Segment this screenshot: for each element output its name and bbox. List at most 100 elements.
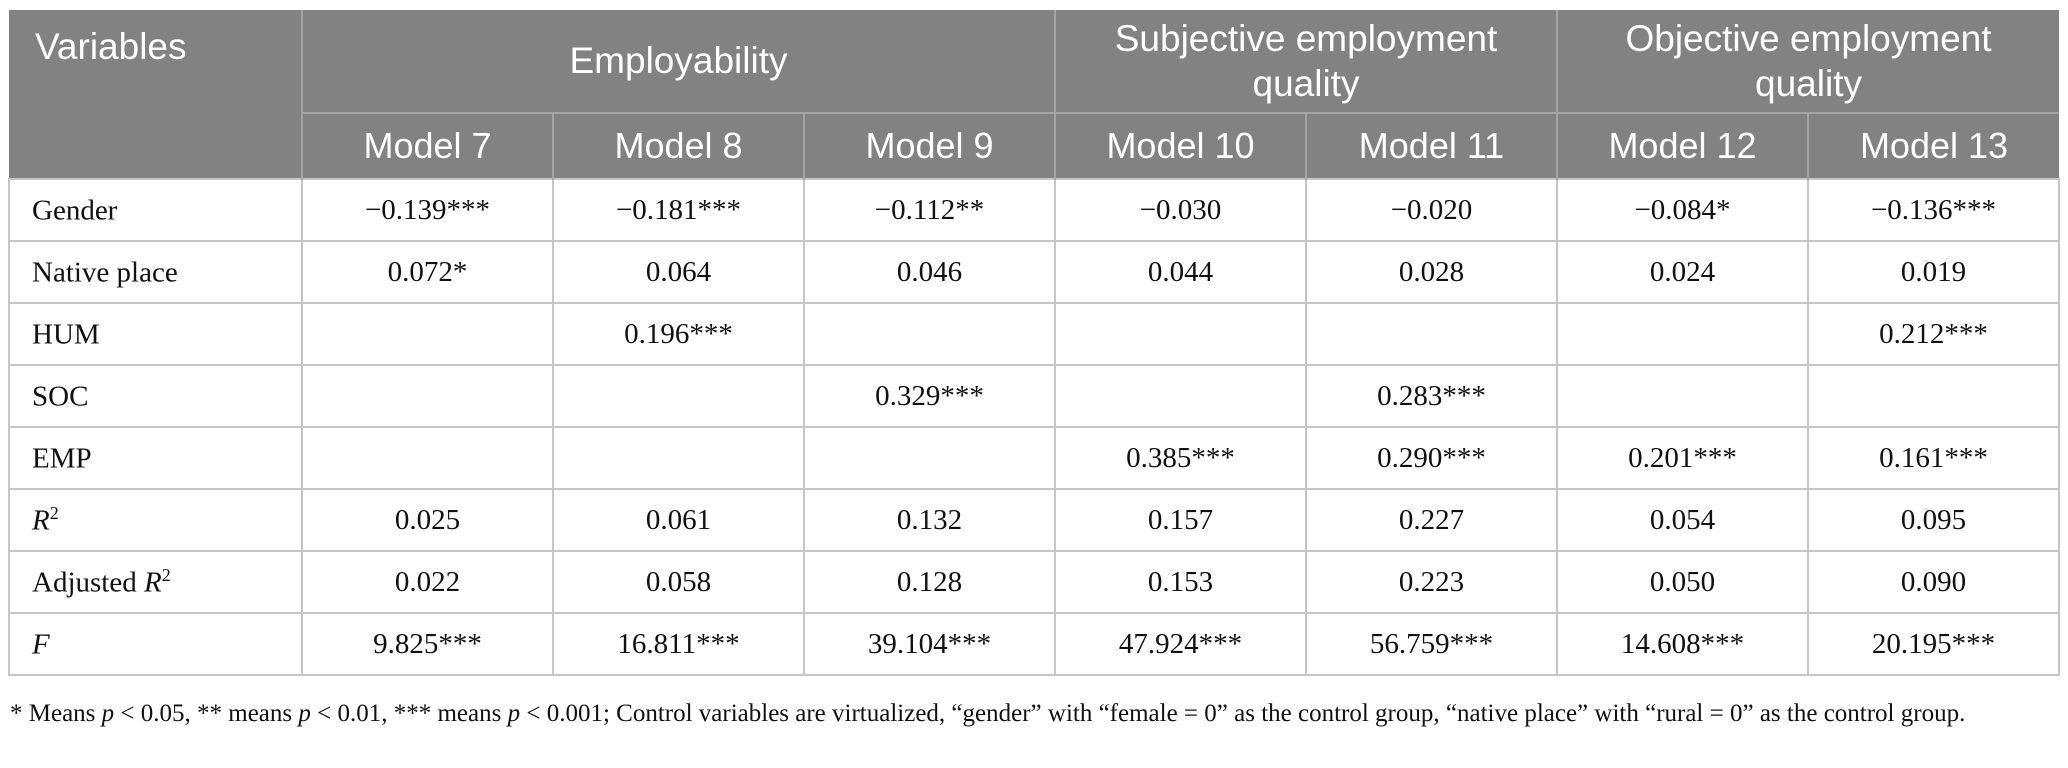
- row-label-sup: 2: [161, 564, 171, 585]
- model-header-9: Model 9: [804, 113, 1056, 179]
- cell-value: 0.064: [552, 240, 805, 304]
- cell-value: −0.136***: [1807, 178, 2060, 242]
- cell-value: −0.181***: [552, 178, 805, 242]
- cell-value: 20.195***: [1807, 612, 2060, 676]
- page: Variables Employability Subjective emplo…: [8, 10, 2060, 739]
- cell-value: 9.825***: [301, 612, 554, 676]
- model-header-12: Model 12: [1557, 113, 1809, 179]
- table-row-f-statistic: F 9.825*** 16.811*** 39.104*** 47.924***…: [8, 612, 2060, 676]
- cell-value: 0.054: [1556, 488, 1809, 552]
- row-label: SOC: [8, 364, 303, 428]
- model-header-8: Model 8: [553, 113, 805, 179]
- footnote-p-italic: p: [101, 700, 115, 727]
- cell-value: 47.924***: [1054, 612, 1307, 676]
- row-label: Native place: [8, 240, 303, 304]
- row-label: EMP: [8, 426, 303, 490]
- table-row-hum: HUM 0.196*** 0.212***: [8, 302, 2060, 366]
- cell-value: 0.072*: [301, 240, 554, 304]
- cell-value: 0.090: [1807, 550, 2060, 614]
- group-header-subjective-employment-quality: Subjective employment quality: [1055, 10, 1558, 114]
- cell-value: 0.050: [1556, 550, 1809, 614]
- footnote-text: * Means: [10, 700, 102, 727]
- cell-value: [552, 426, 805, 490]
- cell-value: [1054, 302, 1307, 366]
- cell-value: [1054, 364, 1307, 428]
- col-header-variables: Variables: [9, 10, 303, 179]
- table-header: Variables Employability Subjective emplo…: [9, 10, 2059, 179]
- cell-value: [301, 426, 554, 490]
- row-label-text: SOC: [32, 380, 89, 413]
- cell-value: 0.227: [1305, 488, 1558, 552]
- cell-value: 0.196***: [552, 302, 805, 366]
- row-label: F: [8, 612, 303, 676]
- row-label: Adjusted R2: [8, 550, 303, 614]
- row-label-text: HUM: [32, 318, 100, 351]
- table-row-emp: EMP 0.385*** 0.290*** 0.201*** 0.161***: [8, 426, 2060, 490]
- cell-value: 0.283***: [1305, 364, 1558, 428]
- cell-value: 0.022: [301, 550, 554, 614]
- cell-value: 0.046: [803, 240, 1056, 304]
- cell-value: [1556, 302, 1809, 366]
- results-table: Variables Employability Subjective emplo…: [8, 10, 2060, 676]
- row-label: Gender: [8, 178, 303, 242]
- row-label-text: Adjusted: [32, 566, 144, 599]
- group-header-employability: Employability: [302, 10, 1056, 114]
- cell-value: 0.157: [1054, 488, 1307, 552]
- cell-value: [1807, 364, 2060, 428]
- model-header-7: Model 7: [302, 113, 554, 179]
- cell-value: 0.058: [552, 550, 805, 614]
- row-label-text: Gender: [32, 194, 118, 227]
- cell-value: 0.044: [1054, 240, 1307, 304]
- model-header-10: Model 10: [1055, 113, 1307, 179]
- row-label-italic: R: [143, 566, 162, 599]
- row-label-italic: F: [32, 628, 50, 661]
- cell-value: 0.132: [803, 488, 1056, 552]
- cell-value: 0.385***: [1054, 426, 1307, 490]
- row-label: R2: [8, 488, 303, 552]
- row-label-text: EMP: [32, 442, 92, 475]
- row-label-sup: 2: [49, 502, 59, 523]
- cell-value: [552, 364, 805, 428]
- cell-value: −0.084*: [1556, 178, 1809, 242]
- row-label: HUM: [8, 302, 303, 366]
- cell-value: [1305, 302, 1558, 366]
- cell-value: 0.329***: [803, 364, 1056, 428]
- footnote-p-italic: p: [298, 700, 311, 727]
- cell-value: 0.212***: [1807, 302, 2060, 366]
- cell-value: 0.201***: [1556, 426, 1809, 490]
- cell-value: 0.025: [301, 488, 554, 552]
- cell-value: 0.019: [1807, 240, 2060, 304]
- row-label-italic: R: [32, 504, 50, 537]
- cell-value: 14.608***: [1556, 612, 1809, 676]
- table-row-soc: SOC 0.329*** 0.283***: [8, 364, 2060, 428]
- table-row-native-place: Native place 0.072* 0.064 0.046 0.044 0.…: [8, 240, 2060, 304]
- cell-value: 0.290***: [1305, 426, 1558, 490]
- table-row-gender: Gender −0.139*** −0.181*** −0.112** −0.0…: [8, 178, 2060, 242]
- cell-value: [803, 302, 1056, 366]
- model-header-13: Model 13: [1808, 113, 2059, 179]
- footnote-text: < 0.001; Control variables are virtualiz…: [520, 700, 1966, 727]
- cell-value: −0.020: [1305, 178, 1558, 242]
- cell-value: [803, 426, 1056, 490]
- cell-value: 0.024: [1556, 240, 1809, 304]
- cell-value: 56.759***: [1305, 612, 1558, 676]
- footnote-text: < 0.05, ** means: [114, 700, 299, 727]
- cell-value: [301, 302, 554, 366]
- cell-value: 16.811***: [552, 612, 805, 676]
- cell-value: 0.161***: [1807, 426, 2060, 490]
- table-body: Gender −0.139*** −0.181*** −0.112** −0.0…: [8, 178, 2060, 676]
- cell-value: −0.139***: [301, 178, 554, 242]
- cell-value: 0.223: [1305, 550, 1558, 614]
- cell-value: 39.104***: [803, 612, 1056, 676]
- cell-value: 0.128: [803, 550, 1056, 614]
- cell-value: [1556, 364, 1809, 428]
- cell-value: −0.112**: [803, 178, 1056, 242]
- cell-value: 0.095: [1807, 488, 2060, 552]
- cell-value: [301, 364, 554, 428]
- footnote-text: < 0.01, *** means: [310, 700, 508, 727]
- cell-value: 0.061: [552, 488, 805, 552]
- cell-value: 0.028: [1305, 240, 1558, 304]
- table-footnote: * Means p < 0.05, ** means p < 0.01, ***…: [8, 690, 2060, 739]
- header-model-row: Model 7 Model 8 Model 9 Model 10 Model 1…: [9, 113, 2059, 179]
- header-group-row: Variables Employability Subjective emplo…: [9, 10, 2059, 179]
